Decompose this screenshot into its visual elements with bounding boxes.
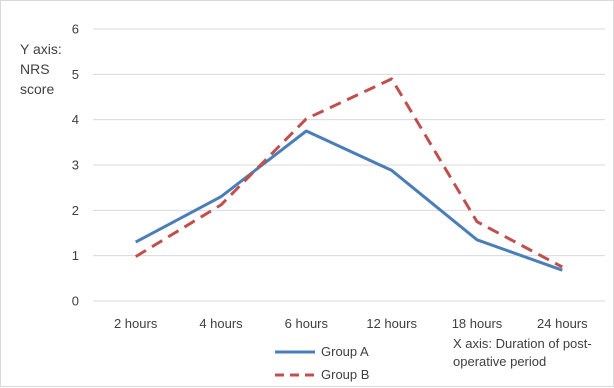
x-tick-label: 24 hours bbox=[537, 316, 588, 331]
y-tick-labels: 0 1 2 3 4 5 6 bbox=[72, 22, 79, 309]
y-axis-label-line-1: Y axis: bbox=[20, 41, 62, 57]
x-axis-label: X axis: Duration of post- operative peri… bbox=[453, 335, 592, 371]
x-axis-label-line-2: operative period bbox=[453, 354, 547, 369]
y-tick-label: 4 bbox=[72, 112, 79, 127]
y-axis-label-line-2: NRS bbox=[20, 61, 50, 77]
series-lines bbox=[134, 77, 564, 272]
legend-item-group-b: Group B bbox=[275, 367, 369, 382]
y-tick-label: 2 bbox=[72, 203, 79, 218]
legend-label-group-b: Group B bbox=[321, 367, 370, 382]
series-line-group-a bbox=[134, 129, 563, 272]
x-tick-label: 4 hours bbox=[199, 316, 243, 331]
legend-swatch-group-b bbox=[275, 373, 315, 376]
y-tick-label: 0 bbox=[72, 294, 79, 309]
x-axis-label-line-1: X axis: Duration of post- bbox=[453, 336, 592, 351]
series-line-group-b bbox=[134, 77, 564, 269]
y-tick-label: 3 bbox=[72, 158, 79, 173]
y-axis-label: Y axis: NRS score bbox=[20, 39, 62, 99]
x-tick-labels: 2 hours 4 hours 6 hours 12 hours 18 hours 24 … bbox=[114, 316, 588, 331]
y-tick-label: 1 bbox=[72, 248, 79, 263]
y-tick-label: 5 bbox=[72, 67, 79, 82]
x-tick-label: 18 hours bbox=[452, 316, 503, 331]
x-tick-label: 6 hours bbox=[285, 316, 329, 331]
gridlines bbox=[93, 28, 605, 302]
x-tick-label: 2 hours bbox=[114, 316, 158, 331]
y-tick-label: 6 bbox=[72, 22, 79, 37]
x-tick-label: 12 hours bbox=[366, 316, 417, 331]
legend-item-group-a: Group A bbox=[275, 344, 369, 359]
y-axis-label-line-3: score bbox=[20, 81, 55, 97]
legend-swatch-group-a bbox=[275, 350, 315, 353]
legend-label-group-a: Group A bbox=[321, 344, 369, 359]
